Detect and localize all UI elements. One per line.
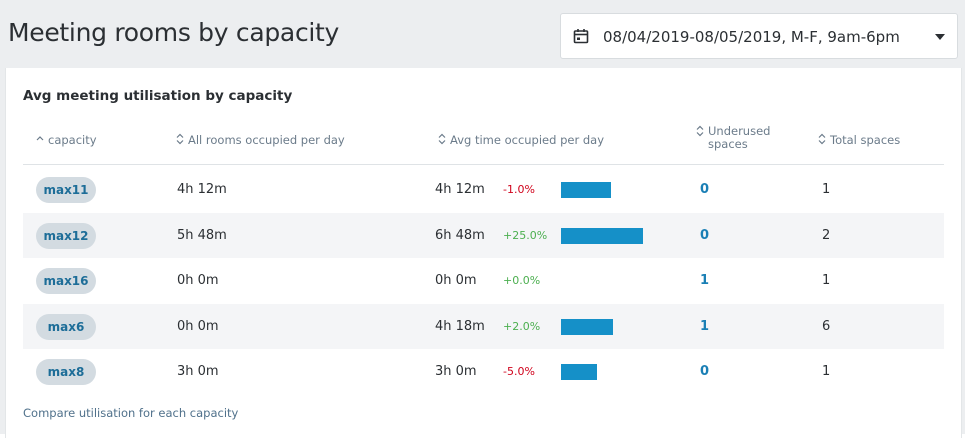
- utilisation-bar: [561, 227, 643, 244]
- column-header[interactable]: capacity: [36, 133, 97, 147]
- all-rooms-occupied: 0h 0m: [177, 273, 219, 288]
- underused-spaces[interactable]: 0: [700, 364, 710, 379]
- total-spaces: 6: [822, 318, 831, 334]
- all-rooms-occupied: 5h 48m: [177, 227, 227, 243]
- total-spaces: 1: [822, 182, 831, 197]
- all-rooms-occupied: 3h 0m: [177, 364, 219, 379]
- change-percent: -5.0%: [503, 365, 535, 378]
- sort-icon: [36, 136, 44, 141]
- underused-spaces[interactable]: 1: [700, 318, 710, 334]
- capacity-pill[interactable]: max11: [36, 177, 96, 203]
- table-row: max11 4h 12m 4h 12m -1.0% 0 1: [23, 167, 944, 213]
- avg-time-occupied: 3h 0m: [435, 364, 477, 379]
- avg-time-occupied: 4h 12m: [435, 182, 485, 197]
- card: Avg meeting utilisation by capacity capa…: [5, 68, 962, 438]
- utilisation-bar: [561, 364, 597, 380]
- sort-icon: [176, 133, 184, 145]
- column-header-label: capacity: [48, 133, 97, 147]
- capacity-pill[interactable]: max12: [36, 222, 96, 249]
- header-divider: [23, 164, 944, 165]
- footer-link[interactable]: Compare utilisation for each capacity: [23, 406, 239, 420]
- total-spaces: 1: [822, 273, 831, 288]
- date-picker[interactable]: 08/04/2019-08/05/2019, M-F, 9am-6pm: [560, 13, 958, 59]
- all-rooms-occupied: 4h 12m: [177, 182, 227, 197]
- column-header-label: Underused spaces: [708, 124, 771, 151]
- dropdown-caret: [935, 34, 945, 40]
- column-header-label: All rooms occupied per day: [188, 133, 345, 147]
- table-row: max16 0h 0m 0h 0m +0.0% 1 1: [23, 258, 944, 304]
- sort-icon: [696, 125, 704, 137]
- underused-spaces[interactable]: 0: [700, 182, 710, 197]
- change-percent: +0.0%: [503, 274, 541, 287]
- table-row: max6 0h 0m 4h 18m +2.0% 1 6: [23, 303, 944, 350]
- table-row: max12 5h 48m 6h 48m +25.0% 0 2: [23, 212, 944, 259]
- all-rooms-occupied: 0h 0m: [177, 318, 219, 334]
- capacity-pill[interactable]: max8: [36, 359, 96, 385]
- change-percent: -1.0%: [503, 183, 535, 196]
- avg-time-occupied: 0h 0m: [435, 273, 477, 288]
- column-header[interactable]: Underused spaces: [696, 125, 798, 151]
- calendar-icon: [573, 29, 589, 44]
- underused-spaces[interactable]: 1: [700, 273, 710, 288]
- change-percent: +2.0%: [503, 319, 541, 333]
- utilisation-bar: [561, 318, 613, 335]
- sort-icon: [438, 133, 446, 145]
- column-header-label: Total spaces: [830, 133, 901, 147]
- column-header[interactable]: Total spaces: [818, 133, 900, 147]
- column-header[interactable]: Avg time occupied per day: [438, 133, 604, 147]
- underused-spaces[interactable]: 0: [700, 227, 710, 243]
- card-title: Avg meeting utilisation by capacity: [23, 88, 293, 104]
- total-spaces: 2: [822, 227, 831, 243]
- avg-time-occupied: 6h 48m: [435, 227, 485, 243]
- utilisation-bar: [561, 182, 612, 198]
- column-header[interactable]: All rooms occupied per day: [176, 133, 345, 147]
- sort-icon: [818, 133, 826, 145]
- capacity-pill[interactable]: max16: [36, 268, 96, 294]
- table-row: max8 3h 0m 3h 0m -5.0% 0 1: [23, 349, 944, 395]
- avg-time-occupied: 4h 18m: [435, 318, 485, 334]
- change-percent: +25.0%: [503, 228, 548, 242]
- capacity-pill[interactable]: max6: [36, 313, 96, 340]
- total-spaces: 1: [822, 364, 831, 379]
- date-range: 08/04/2019-08/05/2019, M-F, 9am-6pm: [603, 28, 900, 46]
- column-header-label: Avg time occupied per day: [450, 133, 604, 147]
- page-title: Meeting rooms by capacity: [8, 18, 340, 47]
